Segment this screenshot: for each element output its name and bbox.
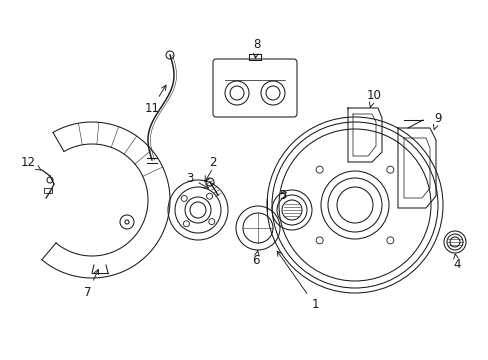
Text: 12: 12 <box>20 156 41 170</box>
Text: 7: 7 <box>84 269 99 298</box>
Text: 5: 5 <box>279 189 286 202</box>
Text: 11: 11 <box>144 85 165 114</box>
Text: 3: 3 <box>186 171 208 188</box>
Text: 1: 1 <box>277 251 318 311</box>
Bar <box>44 188 52 193</box>
Text: 6: 6 <box>252 251 259 266</box>
Text: 2: 2 <box>209 156 216 168</box>
Text: 10: 10 <box>366 89 381 107</box>
Text: 9: 9 <box>432 112 441 130</box>
Text: 8: 8 <box>253 37 260 58</box>
Text: 4: 4 <box>452 254 460 270</box>
